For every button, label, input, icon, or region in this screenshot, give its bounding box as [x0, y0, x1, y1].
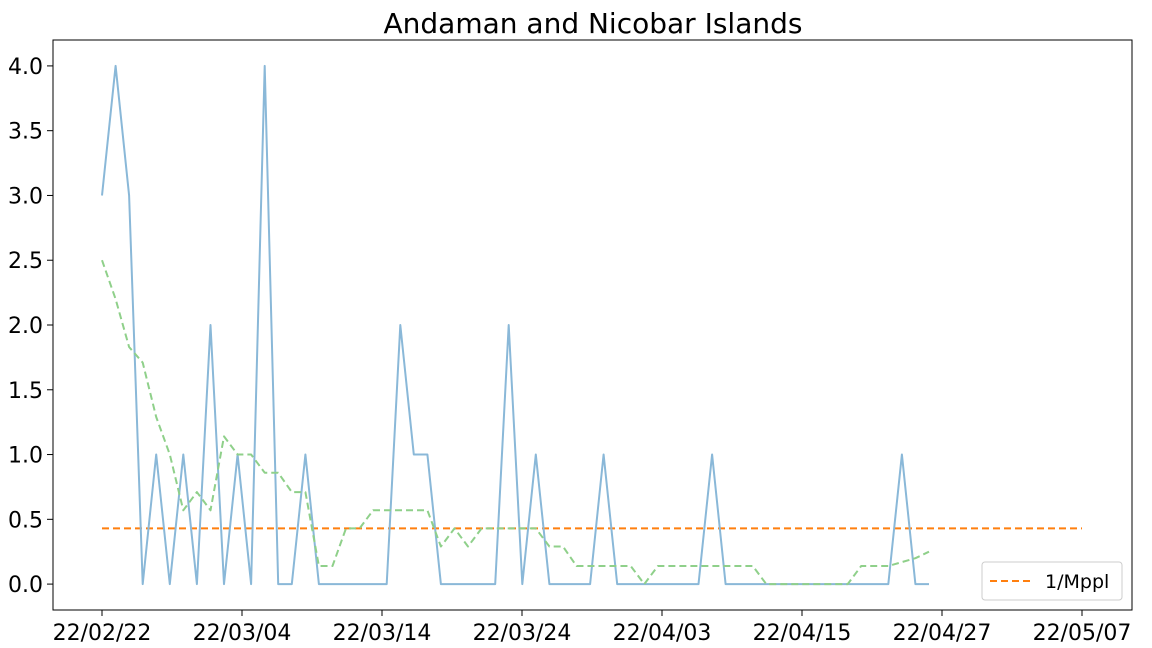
legend-box: [981, 561, 1123, 601]
y-tick-label: 0.5: [8, 508, 43, 533]
x-tick-label: 22/04/03: [613, 621, 712, 646]
y-tick-label: 4.0: [8, 55, 43, 80]
y-tick-label: 3.5: [8, 120, 43, 145]
x-tick-label: 22/04/15: [753, 621, 852, 646]
y-tick-label: 1.0: [8, 444, 43, 469]
x-tick-label: 22/04/27: [893, 621, 992, 646]
y-tick-label: 2.5: [8, 249, 43, 274]
legend: 1/Mppl: [981, 561, 1123, 601]
y-tick-label: 1.5: [8, 379, 43, 404]
series-line-average: [101, 259, 930, 586]
y-axis: 0.0 0.5 1.0 1.5 2.0 2.5 3.0 3.5 4.0: [8, 55, 53, 598]
x-tick-label: 22/03/24: [473, 621, 572, 646]
series-line-daily: [101, 64, 929, 586]
y-tick-label: 2.0: [8, 314, 43, 339]
y-tick-label: 0.0: [8, 573, 43, 598]
chart-title: Andaman and Nicobar Islands: [384, 7, 803, 40]
y-tick-label: 3.0: [8, 184, 43, 209]
x-axis: 22/02/22 22/03/04 22/03/14 22/03/24 22/04/03…: [53, 610, 1132, 646]
x-tick-label: 22/05/07: [1033, 621, 1132, 646]
series-layer: [101, 64, 1082, 586]
legend-label-mppl: 1/Mppl: [1045, 571, 1109, 593]
x-tick-label: 22/03/04: [193, 621, 292, 646]
x-tick-label: 22/03/14: [333, 621, 432, 646]
x-tick-label: 22/02/22: [53, 621, 152, 646]
